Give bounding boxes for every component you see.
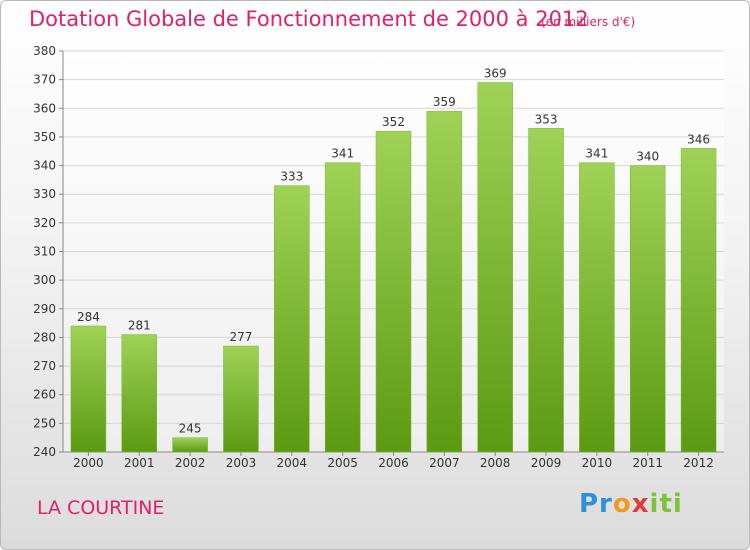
data-label: 340 [636,150,659,164]
bar [579,162,615,453]
bar [680,148,717,453]
data-label: 369 [484,67,507,81]
x-tick-label: 2010 [582,456,613,470]
data-label: 284 [77,310,100,324]
bar [121,334,158,453]
bar [223,345,259,453]
x-tick-label: 2000 [73,456,104,470]
data-label: 346 [687,132,710,146]
y-tick-label: 270 [33,359,56,373]
y-tick-label: 290 [33,302,56,316]
x-tick-label: 2012 [683,456,714,470]
chart-title: Dotation Globale de Fonctionnement de 20… [29,7,589,31]
y-tick-label: 330 [33,187,56,201]
bar [528,128,564,453]
x-tick-label: 2002 [175,456,206,470]
y-tick-label: 300 [33,273,56,287]
data-label: 352 [382,115,405,129]
y-tick-label: 310 [33,245,56,259]
bar [477,82,513,453]
data-label: 245 [179,422,202,436]
chart-subtitle: (en milliers d'€) [541,15,636,29]
bar [70,325,107,453]
bar [375,130,412,453]
x-tick-label: 2001 [124,456,155,470]
bar [274,185,310,453]
y-tick-label: 320 [33,216,56,230]
data-label: 353 [535,112,558,126]
data-label: 277 [230,330,253,344]
logo-part-4: iti [649,489,683,519]
y-tick-label: 370 [33,73,56,87]
x-tick-label: 2011 [632,456,663,470]
data-label: 341 [331,147,354,161]
x-tick-label: 2007 [429,456,460,470]
data-label: 341 [585,147,608,161]
y-tick-label: 280 [33,330,56,344]
x-tick-label: 2008 [480,456,511,470]
logo-part-2: o [612,489,632,519]
x-tick-label: 2004 [277,456,308,470]
y-tick-label: 240 [33,445,56,459]
x-tick-label: 2005 [327,456,358,470]
bar [426,110,463,453]
y-tick-label: 380 [33,44,56,58]
data-label: 281 [128,319,151,333]
proxiti-logo: Proxiti [579,489,683,519]
bar [629,165,666,453]
y-tick-label: 250 [33,416,56,430]
data-label: 359 [433,95,456,109]
y-tick-label: 350 [33,130,56,144]
data-label: 333 [280,170,303,184]
x-tick-label: 2006 [378,456,409,470]
x-tick-label: 2009 [531,456,562,470]
bar [172,437,208,453]
x-tick-label: 2003 [226,456,257,470]
y-tick-label: 260 [33,388,56,402]
commune-name: LA COURTINE [37,497,165,519]
bar [324,162,361,453]
y-tick-label: 360 [33,101,56,115]
logo-part-3: x [631,489,650,519]
logo-part-1: Pr [579,489,613,519]
y-tick-label: 340 [33,159,56,173]
